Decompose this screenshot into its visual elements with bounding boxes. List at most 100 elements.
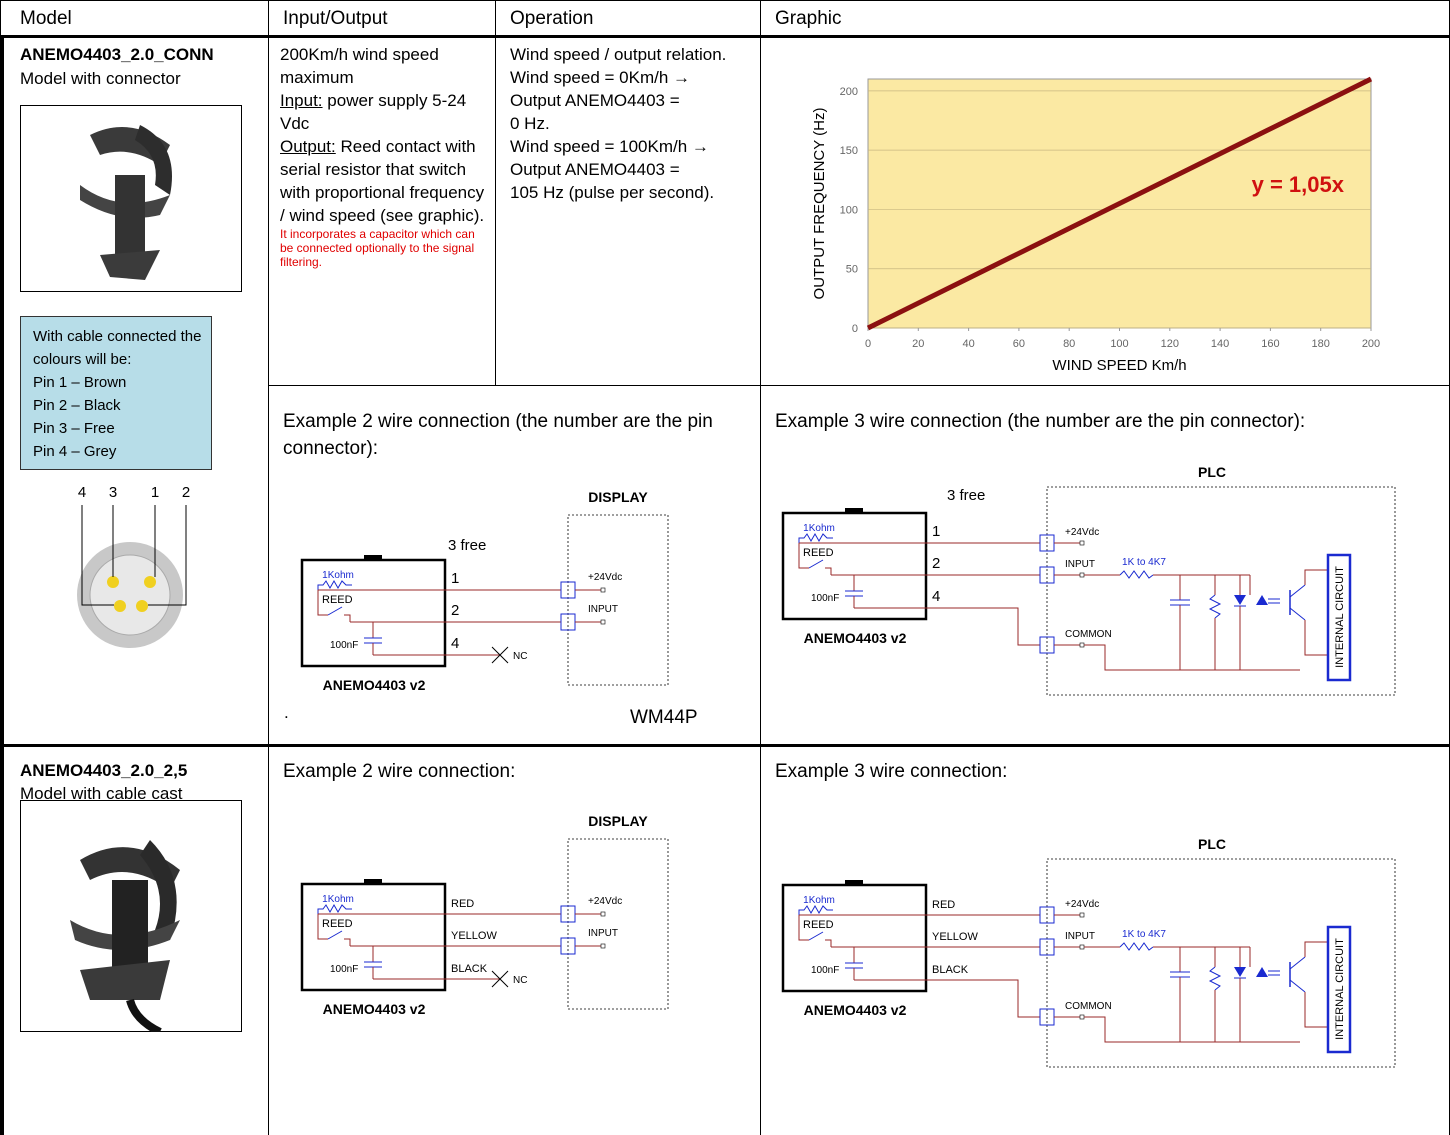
reed-switch <box>328 607 342 615</box>
capacitor-label: 100nF <box>811 593 839 604</box>
terminal-label: INPUT <box>588 604 618 615</box>
table-border <box>0 0 1450 1</box>
io-output: Output: Reed contact with serial resisto… <box>280 135 485 227</box>
input-resistor <box>1120 571 1153 578</box>
wire-label: RED <box>451 898 474 910</box>
terminal-pin <box>601 944 605 948</box>
note-line: With cable connected the colours will be… <box>33 325 211 371</box>
sensor-label: ANEMO4403 v2 <box>804 630 907 646</box>
extra-label: 3 free <box>448 537 486 554</box>
x-tick-label: 60 <box>1013 338 1025 350</box>
terminal-pin <box>1080 573 1084 577</box>
wiring-diagram: 1KohmREED100nFANEMO4403 v2REDYELLOWBLACK… <box>268 747 760 1135</box>
terminal-label: COMMON <box>1065 629 1112 640</box>
terminal-label: INPUT <box>1065 931 1095 942</box>
annotation: y = 1,05x <box>1252 172 1345 197</box>
io-input: Input: power supply 5-24 Vdc <box>280 89 485 135</box>
pin-label: 3 <box>109 485 117 501</box>
sensor-label: ANEMO4403 v2 <box>804 1002 907 1018</box>
terminal-pin <box>601 588 605 592</box>
x-tick-label: 100 <box>1110 338 1128 350</box>
terminal-pin <box>601 620 605 624</box>
sensor-label: ANEMO4403 v2 <box>323 1001 426 1017</box>
wire-label: 1 <box>932 523 940 540</box>
led-light <box>1268 599 1280 603</box>
io-output-label: Output: <box>280 137 336 156</box>
header-cell: Model <box>20 7 72 30</box>
wire-label: 2 <box>932 555 940 572</box>
wire <box>1305 992 1328 1027</box>
terminal-label: INPUT <box>588 928 618 939</box>
wire-label: BLACK <box>932 964 969 976</box>
table-border <box>0 36 4 1135</box>
sensor-label: ANEMO4403 v2 <box>323 677 426 693</box>
connector: 4 3 1 2 <box>60 485 210 655</box>
product-photo <box>20 105 242 292</box>
capacitor-label: 100nF <box>330 964 358 975</box>
resistor <box>799 906 833 915</box>
terminal-pin <box>601 912 605 916</box>
table-border <box>495 0 496 385</box>
x-tick-label: 120 <box>1161 338 1179 350</box>
wire-label: YELLOW <box>451 930 497 942</box>
terminal-pin <box>1080 541 1084 545</box>
wire <box>344 615 350 622</box>
operation-line: Wind speed = 100Km/h → <box>510 135 755 158</box>
reed-switch <box>809 560 823 568</box>
diode <box>1234 595 1246 605</box>
x-axis-title: WIND SPEED Km/h <box>1052 357 1186 374</box>
x-tick-label: 20 <box>912 338 924 350</box>
note-line: Pin 1 – Brown <box>33 371 211 394</box>
operation-line: 0 Hz. <box>510 112 755 135</box>
wire <box>825 940 831 947</box>
terminal-label: +24Vdc <box>1065 527 1099 538</box>
x-tick-label: 80 <box>1063 338 1075 350</box>
internal-label: INTERNAL CIRCUIT <box>1334 566 1346 668</box>
terminal-pin <box>1080 913 1084 917</box>
input-resistor <box>1120 943 1153 950</box>
transistor-legs <box>1290 585 1305 620</box>
terminal-label: +24Vdc <box>1065 899 1099 910</box>
pin-label: 4 <box>78 485 86 501</box>
pin-label: 1 <box>151 485 159 501</box>
sensor-tab <box>845 880 863 885</box>
operation-line: 105 Hz (pulse per second). <box>510 181 755 204</box>
extra-label: 3 free <box>947 487 985 504</box>
wire-label: 2 <box>451 602 459 619</box>
resistor-label: 1Kohm <box>322 894 354 905</box>
io-intro: 200Km/h wind speed maximum <box>280 43 485 89</box>
header-cell: Operation <box>510 7 593 30</box>
model-description: Model with connector <box>20 67 181 90</box>
led <box>1256 595 1268 605</box>
wire-label: 4 <box>932 588 940 605</box>
device-box <box>568 839 668 1009</box>
operation-cell: Wind speed / output relation. Wind speed… <box>510 43 755 204</box>
model-code: ANEMO4403_2.0_2,5 <box>20 759 187 782</box>
led <box>1256 967 1268 977</box>
resistor <box>1210 595 1220 618</box>
x-tick-label: 0 <box>865 338 871 350</box>
pin-label: 2 <box>182 485 190 501</box>
y-tick-label: 150 <box>840 145 858 157</box>
device-title: DISPLAY <box>588 489 648 505</box>
table-border <box>0 0 1 36</box>
reed-switch <box>809 932 823 940</box>
wire <box>1305 942 1328 957</box>
y-axis-title: OUTPUT FREQUENCY (Hz) <box>811 108 828 300</box>
sensor-tab <box>364 555 382 560</box>
sensor-tab <box>845 508 863 513</box>
header-cell: Input/Output <box>283 7 388 30</box>
capacitor-label: 100nF <box>330 640 358 651</box>
wire <box>825 568 831 575</box>
wire-label: YELLOW <box>932 931 978 943</box>
capacitor-label: 100nF <box>811 965 839 976</box>
diode <box>1234 967 1246 977</box>
terminal-label: +24Vdc <box>588 572 622 583</box>
wire-label: RED <box>932 899 955 911</box>
wire-label: 4 <box>451 635 459 652</box>
x-tick-label: 200 <box>1362 338 1380 350</box>
wiring-diagram: 1KohmREED100nFANEMO4403 v2REDYELLOWBLACK… <box>760 747 1449 1135</box>
x-tick-label: 40 <box>962 338 974 350</box>
terminal-label: INPUT <box>1065 559 1095 570</box>
